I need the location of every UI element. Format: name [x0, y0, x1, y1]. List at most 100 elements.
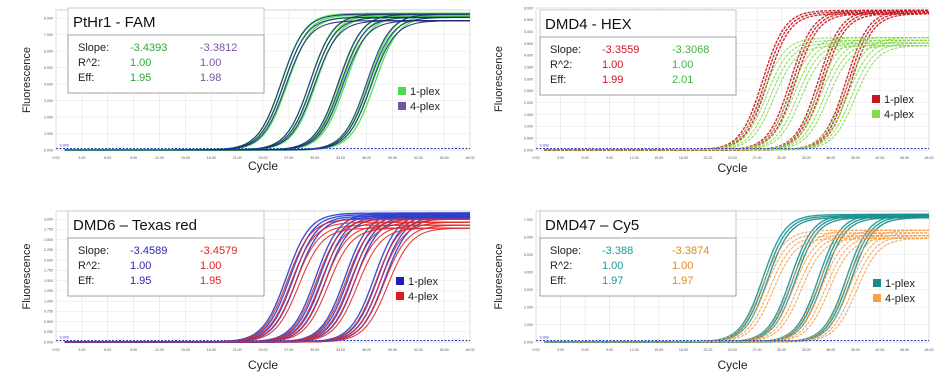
stats-value: -3.4393 [130, 42, 167, 54]
x-tick-label: 45.00 [900, 348, 909, 352]
threshold-label: 0.000 [60, 144, 69, 148]
x-tick-label: 42.00 [875, 156, 884, 160]
stats-value: -3.3068 [672, 44, 709, 56]
x-tick-label: 42.00 [875, 348, 884, 352]
y-tick-label: 4.500 [524, 42, 533, 46]
y-tick-label: 4.000 [524, 54, 533, 58]
chart-title: DMD4 - HEX [545, 16, 632, 33]
y-tick-label: 0.250 [44, 330, 53, 334]
x-tick-label: 6.00 [104, 348, 111, 352]
x-tick-label: 6.00 [582, 156, 589, 160]
stats-value: -3.3559 [602, 44, 639, 56]
stats-row-label: Slope: [550, 245, 581, 257]
y-tick-label: 2.750 [44, 228, 53, 232]
y-tick-label: 5.000 [524, 30, 533, 34]
stats-row-label: Eff: [550, 74, 566, 86]
x-tick-label: 0.00 [53, 348, 60, 352]
stats-row-label: Slope: [78, 245, 109, 257]
x-tick-label: 15.00 [654, 156, 663, 160]
y-tick-label: 1.500 [44, 279, 53, 283]
stats-value: 1.00 [130, 260, 151, 272]
x-tick-label: 36.00 [362, 348, 371, 352]
x-tick-label: 27.00 [753, 156, 762, 160]
x-tick-label: 36.00 [826, 348, 835, 352]
stats-value: 1.00 [672, 260, 693, 272]
x-axis-label: Cycle [717, 161, 747, 175]
x-tick-label: 21.00 [233, 348, 242, 352]
stats-value: 1.98 [200, 72, 221, 84]
amplification-curve [64, 20, 471, 151]
y-tick-label: 2.500 [44, 238, 53, 242]
y-tick-label: 0.000 [524, 340, 533, 344]
x-tick-label: 39.00 [851, 348, 860, 352]
chart-panel-2: 0.00 3.00 6.00 9.00 12.00 15.00 18.00 21.00 24.0… [493, 6, 934, 175]
stats-value: -3.4579 [200, 245, 237, 257]
x-tick-label: 42.00 [414, 348, 423, 352]
stats-value: 1.00 [602, 59, 623, 71]
x-tick-label: 30.00 [310, 348, 319, 352]
y-tick-label: 0.000 [44, 340, 53, 344]
y-tick-label: 2.000 [44, 258, 53, 262]
x-tick-label: 0.00 [533, 156, 540, 160]
x-axis-label: Cycle [248, 358, 278, 372]
legend-swatch [398, 87, 406, 95]
x-tick-label: 9.00 [130, 348, 137, 352]
y-axis-label: Fluorescence [493, 46, 505, 112]
x-tick-label: 48.00 [925, 348, 934, 352]
amplification-curve [544, 237, 930, 343]
legend-label: 4-plex [885, 293, 915, 305]
stats-value: 1.00 [200, 260, 221, 272]
x-tick-label: 12.00 [630, 156, 639, 160]
x-tick-label: 33.00 [336, 348, 345, 352]
x-tick-label: 12.00 [155, 348, 164, 352]
y-tick-label: 8.000 [44, 17, 53, 21]
y-tick-label: 0.750 [44, 310, 53, 314]
x-axis-label: Cycle [248, 159, 278, 173]
stats-box [67, 34, 265, 94]
chart-panel-1: 0.00 3.00 6.00 9.00 12.00 15.00 18.00 21.00 24.0… [21, 7, 475, 173]
y-tick-label: 4.000 [524, 270, 533, 274]
x-tick-label: 3.00 [78, 348, 85, 352]
chart-title: DMD47 – Cy5 [545, 217, 639, 234]
legend-label: 4-plex [408, 291, 438, 303]
x-tick-label: 0.00 [53, 156, 60, 160]
y-tick-label: 1.750 [44, 269, 53, 273]
y-tick-label: 2.250 [44, 248, 53, 252]
threshold-label: 0.000 [60, 336, 69, 340]
x-tick-label: 24.00 [259, 348, 268, 352]
legend-label: 1-plex [884, 94, 914, 106]
stats-box [539, 36, 737, 96]
y-tick-label: 7.000 [524, 218, 533, 222]
y-tick-label: 3.500 [524, 65, 533, 69]
x-tick-label: 9.00 [606, 348, 613, 352]
y-axis-label: Fluorescence [493, 243, 505, 309]
stats-value: -3.4589 [130, 245, 167, 257]
stats-row-label: R^2: [78, 57, 100, 69]
y-tick-label: 2.000 [524, 305, 533, 309]
stats-row-label: Eff: [78, 72, 94, 84]
legend-label: 4-plex [410, 101, 440, 113]
y-tick-label: 0.500 [524, 136, 533, 140]
x-tick-label: 48.00 [466, 348, 475, 352]
stats-value: 1.00 [200, 57, 221, 69]
stats-box [67, 237, 265, 297]
y-tick-label: 3.000 [524, 288, 533, 292]
stats-value: 1.97 [672, 275, 693, 287]
x-tick-label: 18.00 [679, 348, 688, 352]
y-tick-label: 1.250 [44, 289, 53, 293]
legend-swatch [398, 102, 406, 110]
legend-swatch [872, 95, 880, 103]
x-tick-label: 0.00 [533, 348, 540, 352]
y-tick-label: 2.000 [524, 101, 533, 105]
x-tick-label: 36.00 [362, 156, 371, 160]
stats-value: 1.95 [200, 275, 221, 287]
y-tick-label: 0.000 [524, 148, 533, 152]
x-tick-label: 39.00 [388, 156, 397, 160]
x-tick-label: 33.00 [802, 348, 811, 352]
stats-value: -3.388 [602, 245, 633, 257]
y-tick-label: 1.500 [524, 113, 533, 117]
legend-label: 1-plex [408, 276, 438, 288]
x-tick-label: 6.00 [104, 156, 111, 160]
y-tick-label: 5.000 [524, 253, 533, 257]
stats-value: -3.3874 [672, 245, 709, 257]
